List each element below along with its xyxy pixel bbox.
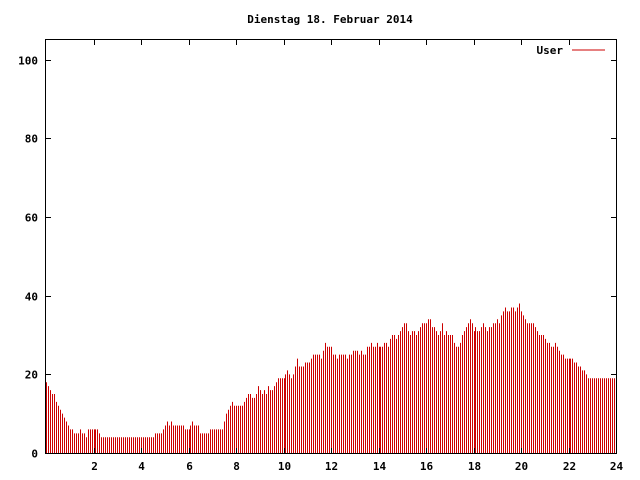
x-tick-label: 18 <box>468 460 481 473</box>
y-tick-label: 20 <box>25 369 38 382</box>
y-tick-label: 40 <box>25 291 38 304</box>
x-tick-label: 14 <box>373 460 387 473</box>
y-tick-label: 100 <box>18 55 38 68</box>
x-axis: 2 4 6 8 10 12 14 16 18 20 22 24 <box>91 40 623 473</box>
x-tick-label: 4 <box>138 460 145 473</box>
y-tick-label: 60 <box>25 212 38 225</box>
x-tick-label: 20 <box>515 460 528 473</box>
x-tick-label: 16 <box>420 460 434 473</box>
y-tick-label: 0 <box>31 448 38 461</box>
y-tick-label: 80 <box>25 133 38 146</box>
plot-frame <box>45 39 617 454</box>
x-tick-label: 24 <box>610 460 624 473</box>
y-axis: 0 20 40 60 80 100 <box>18 55 616 461</box>
x-tick-label: 10 <box>278 460 291 473</box>
legend-label: User <box>537 44 564 57</box>
chart-title: Dienstag 18. Februar 2014 <box>247 13 413 26</box>
x-tick-label: 12 <box>325 460 338 473</box>
x-tick-label: 2 <box>91 460 98 473</box>
x-tick-label: 22 <box>563 460 576 473</box>
legend: User <box>537 44 605 57</box>
x-tick-label: 8 <box>233 460 240 473</box>
x-tick-label: 6 <box>186 460 193 473</box>
bar-series <box>46 303 615 453</box>
